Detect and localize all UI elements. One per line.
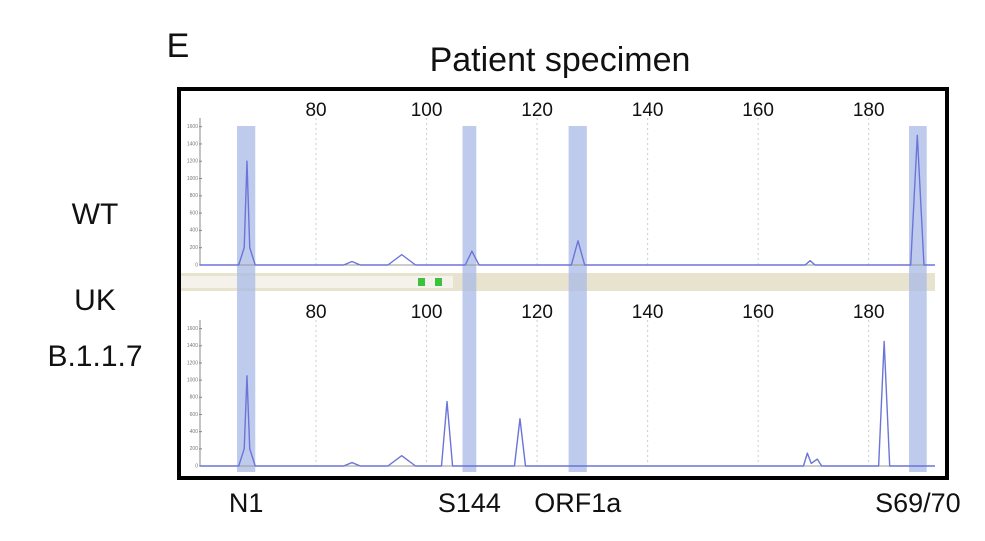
y-tick-label: 1000 [187, 176, 198, 182]
marker-label: N1 [229, 488, 264, 518]
y-tick-label: 1000 [187, 377, 198, 383]
y-tick-label: 1600 [187, 326, 198, 332]
row-label: B.1.1.7 [47, 340, 142, 373]
marker-band [568, 126, 587, 472]
marker-label: S69/70 [875, 488, 961, 518]
y-tick-label: 1200 [187, 159, 198, 165]
trace [200, 340, 935, 467]
y-tick-label: 1400 [187, 343, 198, 349]
x-tick-label: 180 [853, 302, 885, 323]
marker-band [462, 126, 477, 472]
x-tick-label: 180 [853, 100, 885, 121]
x-tick-label: 140 [632, 302, 664, 323]
x-tick-label: 80 [305, 302, 326, 323]
panel-label: E [167, 27, 190, 65]
x-tick-label: 120 [521, 302, 553, 323]
y-tick-label: 800 [190, 395, 199, 401]
y-tick-label: 800 [190, 193, 199, 199]
y-tick-label: 600 [190, 210, 199, 216]
frame [177, 87, 949, 480]
marker-band [237, 126, 256, 472]
row-label: UK [74, 284, 116, 317]
y-tick-label: 1200 [187, 360, 198, 366]
x-tick-label: 160 [742, 100, 774, 121]
figure-title: Patient specimen [430, 41, 691, 79]
x-tick-label: 160 [742, 302, 774, 323]
lane-ribbon [181, 273, 935, 291]
y-tick-label: 400 [190, 228, 199, 234]
y-tick-label: 200 [190, 446, 199, 452]
x-tick-label: 140 [632, 100, 664, 121]
y-tick-label: 0 [195, 463, 198, 469]
y-tick-label: 600 [190, 412, 199, 418]
marker-band [909, 126, 927, 472]
y-tick-label: 400 [190, 429, 199, 435]
y-tick-label: 1600 [187, 124, 198, 130]
y-tick-label: 200 [190, 245, 199, 251]
marker-label: ORF1a [534, 488, 622, 518]
y-tick-label: 1400 [187, 141, 198, 147]
y-tick-label: 0 [195, 262, 198, 268]
x-tick-label: 100 [411, 302, 443, 323]
x-tick-label: 100 [411, 100, 443, 121]
x-tick-label: 80 [305, 100, 326, 121]
trace [200, 134, 935, 266]
marker-label: S144 [438, 488, 501, 518]
x-tick-label: 120 [521, 100, 553, 121]
row-label: WT [72, 198, 119, 231]
